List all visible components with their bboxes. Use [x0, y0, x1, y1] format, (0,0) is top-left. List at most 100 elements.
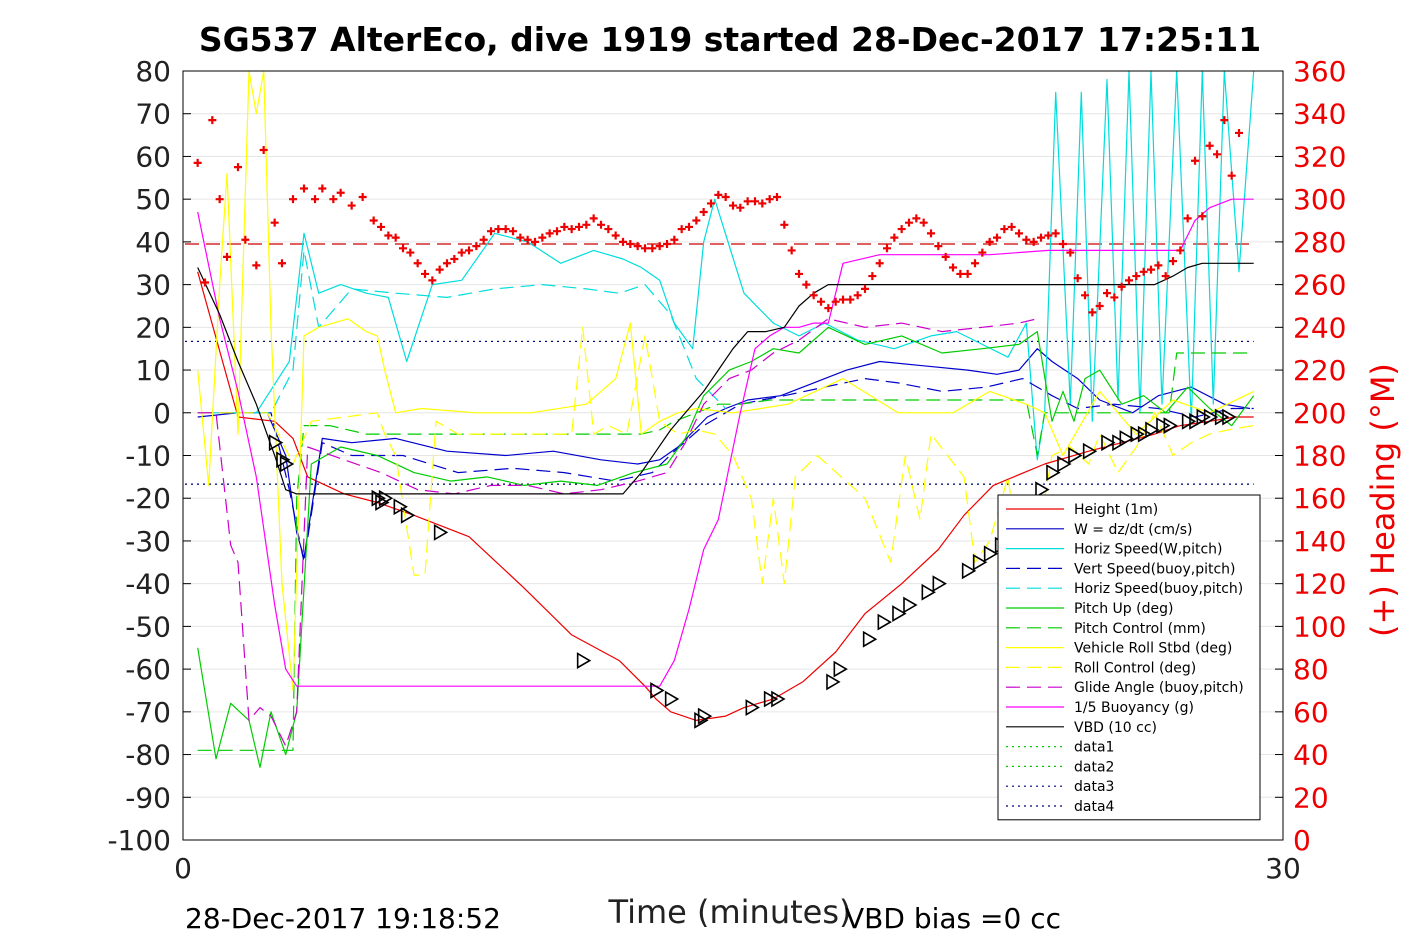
heading-point	[773, 193, 781, 202]
heading-point	[868, 272, 877, 281]
heading-point	[655, 242, 664, 251]
heading-point	[457, 248, 466, 257]
right-tick-label: 40	[1293, 739, 1329, 772]
triangle-marker	[1196, 408, 1211, 426]
right-tick-label: 280	[1293, 226, 1346, 259]
chart-title: SG537 AlterEco, dive 1919 started 28-Dec…	[199, 20, 1261, 59]
series-buoy	[197, 198, 1254, 687]
heading-point	[721, 193, 730, 202]
x-axis-ticks: 0 30	[174, 832, 1301, 885]
heading-point	[912, 214, 921, 223]
heading-point	[758, 199, 767, 208]
heading-point	[890, 233, 899, 242]
heading-point	[817, 297, 825, 306]
triangle-marker	[983, 545, 999, 563]
heading-point	[1037, 233, 1045, 242]
heading-point	[516, 233, 525, 242]
heading-point	[897, 225, 906, 234]
triangle-marker	[279, 455, 295, 473]
right-tick-label: 340	[1293, 98, 1346, 131]
legend: Height (1m) W = dz/dt (cm/s) Horiz Speed(W…	[997, 494, 1261, 821]
heading-point	[927, 229, 935, 238]
right-tick-label: 20	[1293, 781, 1329, 814]
triangle-marker	[833, 660, 848, 678]
triangle-marker	[826, 673, 841, 691]
heading-point	[648, 244, 657, 253]
heading-point	[1125, 276, 1133, 285]
legend-label: Horiz Speed(W,pitch)	[1074, 542, 1222, 558]
triangle-marker	[771, 690, 786, 708]
triangle-marker	[862, 630, 878, 648]
heading-point	[501, 225, 510, 234]
heading-point	[1022, 235, 1031, 244]
triangle-marker	[1189, 412, 1204, 430]
heading-point	[278, 259, 286, 268]
legend-label: Height (1m)	[1074, 502, 1158, 518]
triangle-marker	[1046, 464, 1061, 481]
heading-point	[677, 225, 686, 234]
heading-point	[597, 220, 605, 229]
left-tick-label: 30	[135, 269, 171, 302]
heading-point	[450, 254, 459, 263]
triangle-marker	[1214, 408, 1230, 426]
left-tick-label: 0	[153, 397, 171, 430]
triangle-marker	[1222, 408, 1237, 426]
heading-point	[941, 252, 950, 261]
legend-label: Pitch Up (deg)	[1074, 601, 1173, 617]
heading-point	[875, 259, 884, 268]
heading-point	[1161, 272, 1170, 281]
triangle-marker	[1112, 434, 1127, 452]
left-tick-label: 40	[135, 226, 171, 259]
triangle-marker	[745, 699, 760, 716]
heading-point	[428, 276, 437, 285]
marker-group	[193, 116, 1243, 729]
triangle-marker	[1057, 455, 1072, 473]
x-tick-label: 30	[1265, 852, 1301, 885]
heading-point	[201, 278, 209, 287]
heading-point	[949, 263, 957, 272]
left-tick-label: -90	[125, 781, 171, 814]
triangle-marker	[877, 613, 892, 631]
heading-point	[795, 269, 803, 278]
triangle-marker	[378, 489, 394, 507]
heading-point	[1051, 229, 1060, 238]
heading-point	[839, 295, 847, 304]
x-tick-label: 0	[174, 852, 192, 885]
right-tick-label: 220	[1293, 354, 1346, 387]
heading-point	[985, 237, 994, 246]
heading-point	[729, 201, 737, 210]
left-tick-label: -70	[125, 696, 171, 729]
heading-point	[435, 265, 444, 274]
heading-point	[1059, 240, 1067, 249]
legend-label: data2	[1074, 759, 1114, 775]
heading-point	[413, 259, 422, 268]
heading-point	[1205, 141, 1214, 150]
series-pitch_ctrl	[197, 352, 1254, 751]
heading-point	[1007, 222, 1016, 231]
left-tick-label: -30	[125, 525, 171, 558]
heading-point	[384, 231, 393, 240]
heading-point	[905, 218, 913, 227]
triangle-marker	[1082, 442, 1098, 460]
triangle-marker	[1068, 447, 1083, 464]
heading-point	[531, 237, 539, 246]
triangle-marker	[276, 451, 291, 469]
series-roll	[197, 70, 1254, 692]
heading-point	[347, 201, 356, 210]
heading-point	[1235, 128, 1243, 137]
heading-point	[1220, 116, 1229, 125]
heading-point	[391, 233, 400, 242]
heading-point	[824, 304, 833, 313]
triangle-marker	[694, 711, 709, 729]
heading-point	[215, 195, 224, 204]
heading-point	[1073, 274, 1082, 283]
right-tick-label: 0	[1293, 824, 1311, 857]
heading-point	[193, 158, 202, 167]
right-tick-label: 260	[1293, 269, 1346, 302]
heading-point	[589, 214, 598, 223]
right-tick-label: 240	[1293, 311, 1346, 344]
heading-point	[787, 246, 796, 255]
heading-point	[289, 195, 297, 204]
heading-point	[1147, 265, 1155, 274]
triangle-marker	[697, 707, 713, 725]
